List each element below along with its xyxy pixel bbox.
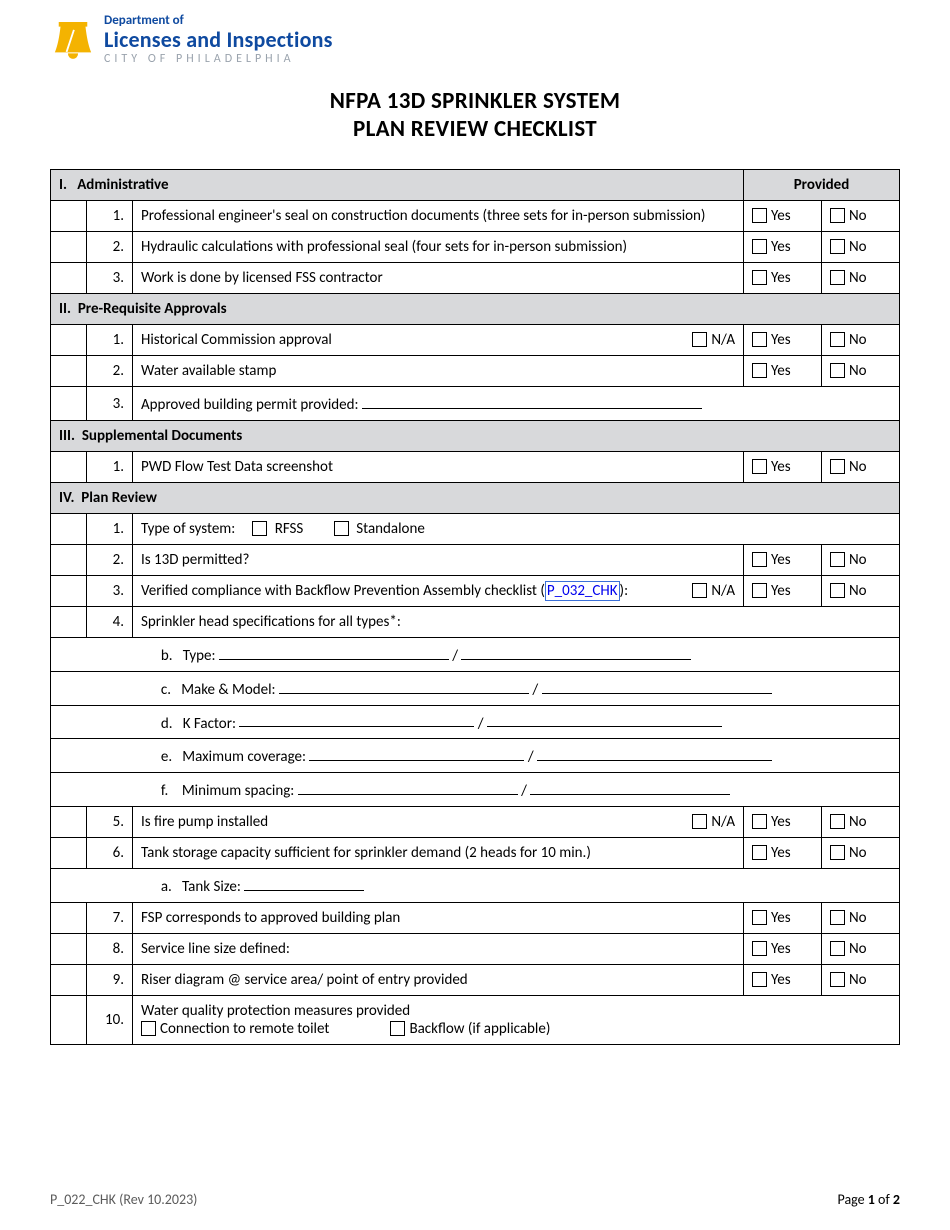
row-a1-text: Professional engineer's seal on construc… bbox=[133, 201, 744, 232]
checklist-table: I. Administrative Provided 1. Profession… bbox=[50, 169, 900, 1044]
title-line-1: NFPA 13D SPRINKLER SYSTEM bbox=[50, 87, 900, 115]
checkbox-no[interactable] bbox=[830, 270, 845, 285]
tanksize-fillin[interactable] bbox=[244, 875, 364, 891]
checkbox-no[interactable] bbox=[830, 552, 845, 567]
checkbox-yes[interactable] bbox=[752, 332, 767, 347]
section-3-header: III. Supplemental Documents bbox=[51, 421, 900, 452]
checkbox-yes[interactable] bbox=[752, 363, 767, 378]
minspc-fillin-2[interactable] bbox=[530, 779, 730, 795]
row-d5: 5. Is fire pump installed N/A Yes No bbox=[51, 806, 900, 837]
row-a1-num: 1. bbox=[87, 201, 133, 232]
row-b3: 3. Approved building permit provided: bbox=[51, 387, 900, 421]
checkbox-no[interactable] bbox=[830, 332, 845, 347]
checkbox-na[interactable] bbox=[692, 583, 707, 598]
checkbox-no[interactable] bbox=[830, 910, 845, 925]
checkbox-na[interactable] bbox=[692, 814, 707, 829]
make-fillin-1[interactable] bbox=[279, 678, 529, 694]
checkbox-no[interactable] bbox=[830, 583, 845, 598]
dept-line3: CITY OF PHILADELPHIA bbox=[104, 53, 333, 66]
page-footer: P_022_CHK (Rev 10.2023) Page 1 of 2 bbox=[50, 1191, 900, 1208]
checkbox-no[interactable] bbox=[830, 459, 845, 474]
row-d4e: e. Maximum coverage: / bbox=[51, 739, 900, 773]
document-title: NFPA 13D SPRINKLER SYSTEM PLAN REVIEW CH… bbox=[50, 87, 900, 143]
type-fillin-1[interactable] bbox=[219, 644, 449, 660]
row-a2: 2. Hydraulic calculations with professio… bbox=[51, 232, 900, 263]
checkbox-no[interactable] bbox=[830, 972, 845, 987]
row-d8: 8. Service line size defined: Yes No bbox=[51, 933, 900, 964]
checkbox-no[interactable] bbox=[830, 239, 845, 254]
row-d3: 3. Verified compliance with Backflow Pre… bbox=[51, 576, 900, 607]
row-d6: 6. Tank storage capacity sufficient for … bbox=[51, 837, 900, 868]
department-logo-block: Department of Licenses and Inspections C… bbox=[50, 14, 900, 65]
row-a1: 1. Professional engineer's seal on const… bbox=[51, 201, 900, 232]
section-1-title: Administrative bbox=[77, 176, 168, 194]
checkbox-yes[interactable] bbox=[752, 239, 767, 254]
maxcov-fillin-1[interactable] bbox=[309, 745, 524, 761]
checkbox-remote-toilet[interactable] bbox=[141, 1021, 156, 1036]
row-d4b: b. Type: / bbox=[51, 638, 900, 672]
checkbox-yes[interactable] bbox=[752, 910, 767, 925]
type-fillin-2[interactable] bbox=[461, 644, 691, 660]
checkbox-backflow[interactable] bbox=[390, 1021, 405, 1036]
row-d10: 10. Water quality protection measures pr… bbox=[51, 995, 900, 1044]
checkbox-yes[interactable] bbox=[752, 583, 767, 598]
row-c1: 1. PWD Flow Test Data screenshot Yes No bbox=[51, 452, 900, 483]
checkbox-yes[interactable] bbox=[752, 972, 767, 987]
kfactor-fillin-2[interactable] bbox=[487, 712, 722, 728]
minspc-fillin-1[interactable] bbox=[298, 779, 518, 795]
row-d4c: c. Make & Model: / bbox=[51, 671, 900, 705]
maxcov-fillin-2[interactable] bbox=[537, 745, 772, 761]
checkbox-rfss[interactable] bbox=[252, 521, 267, 536]
row-a3: 3. Work is done by licensed FSS contract… bbox=[51, 263, 900, 294]
kfactor-fillin-1[interactable] bbox=[239, 712, 474, 728]
title-line-2: PLAN REVIEW CHECKLIST bbox=[50, 115, 900, 143]
liberty-bell-icon bbox=[50, 17, 96, 63]
section-1-num: I. bbox=[59, 176, 67, 194]
checkbox-no[interactable] bbox=[830, 208, 845, 223]
checkbox-yes[interactable] bbox=[752, 814, 767, 829]
row-d4: 4. Sprinkler head specifications for all… bbox=[51, 607, 900, 638]
row-d9: 9. Riser diagram @ service area/ point o… bbox=[51, 964, 900, 995]
row-d1: 1. Type of system: RFSS Standalone bbox=[51, 514, 900, 545]
row-a1-no: No bbox=[822, 201, 900, 232]
checkbox-yes[interactable] bbox=[752, 208, 767, 223]
row-d4f: f. Minimum spacing: / bbox=[51, 773, 900, 807]
checkbox-standalone[interactable] bbox=[334, 521, 349, 536]
row-a1-yes: Yes bbox=[744, 201, 822, 232]
make-fillin-2[interactable] bbox=[542, 678, 772, 694]
section-2-header: II. Pre-Requisite Approvals bbox=[51, 294, 900, 325]
section-4-header: IV. Plan Review bbox=[51, 483, 900, 514]
row-b1: 1. Historical Commission approval N/A Ye… bbox=[51, 325, 900, 356]
row-b2: 2. Water available stamp Yes No bbox=[51, 356, 900, 387]
checkbox-yes[interactable] bbox=[752, 459, 767, 474]
link-p032chk[interactable]: P_032_CHK bbox=[545, 581, 620, 601]
checkbox-yes[interactable] bbox=[752, 270, 767, 285]
section-1-header: I. Administrative Provided bbox=[51, 170, 900, 201]
row-d6a: a. Tank Size: bbox=[51, 868, 900, 902]
checkbox-no[interactable] bbox=[830, 363, 845, 378]
checkbox-yes[interactable] bbox=[752, 845, 767, 860]
footer-page-number: Page 1 of 2 bbox=[838, 1191, 900, 1208]
checkbox-no[interactable] bbox=[830, 814, 845, 829]
row-d4d: d. K Factor: / bbox=[51, 705, 900, 739]
footer-doc-id: P_022_CHK (Rev 10.2023) bbox=[50, 1191, 197, 1208]
row-d2: 2. Is 13D permitted? Yes No bbox=[51, 545, 900, 576]
dept-line2: Licenses and Inspections bbox=[104, 28, 333, 51]
provided-header: Provided bbox=[744, 170, 900, 201]
checkbox-yes[interactable] bbox=[752, 941, 767, 956]
checkbox-no[interactable] bbox=[830, 941, 845, 956]
checkbox-na[interactable] bbox=[692, 332, 707, 347]
permit-fillin[interactable] bbox=[362, 393, 702, 409]
checkbox-yes[interactable] bbox=[752, 552, 767, 567]
checkbox-no[interactable] bbox=[830, 845, 845, 860]
row-d7: 7. FSP corresponds to approved building … bbox=[51, 902, 900, 933]
